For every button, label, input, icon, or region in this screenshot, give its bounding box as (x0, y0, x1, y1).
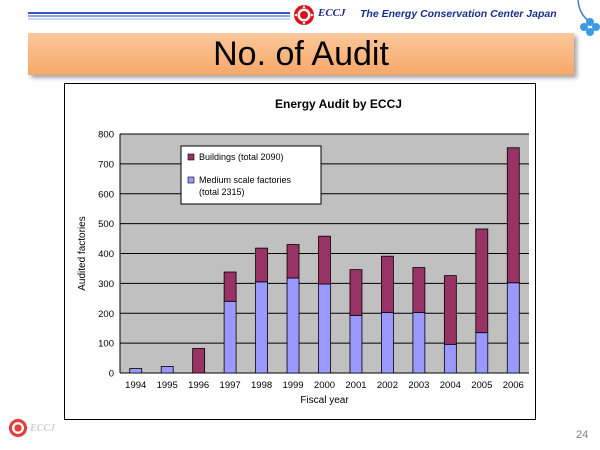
legend-swatch-buildings (187, 153, 195, 161)
legend-box (180, 145, 322, 205)
chart-svg: Energy Audit by ECCJ 0 100 200 300 400 500 600 7… (77, 97, 529, 406)
slide-title: No. of Audit (28, 33, 574, 75)
x-tick-label: 1996 (188, 380, 209, 391)
legend-swatch-factories (187, 176, 195, 184)
x-tick-label: 2004 (440, 380, 461, 391)
bar-factories (318, 283, 331, 374)
x-tick-label: 2003 (408, 380, 429, 391)
header-org-name: The Energy Conservation Center Japan (360, 8, 557, 20)
legend-label-factories: Medium scale factories (199, 175, 292, 185)
clover-icon (577, 0, 600, 36)
x-tick-label: 1998 (251, 380, 272, 391)
eccj-logo-icon (294, 5, 314, 25)
footer-logo-icon (8, 418, 28, 438)
y-tick-label: 100 (98, 339, 114, 350)
bar-factories (443, 343, 457, 374)
y-tick-label: 500 (98, 219, 114, 230)
bar-buildings (318, 235, 331, 285)
bar-buildings (255, 247, 268, 283)
bar-factories (286, 277, 300, 374)
bar-buildings (443, 275, 457, 345)
bar-factories (160, 366, 174, 374)
bar-buildings (475, 228, 489, 334)
bar-buildings (381, 255, 394, 313)
bar-factories (381, 311, 394, 374)
x-tick-label: 2002 (377, 380, 398, 391)
y-tick-label: 400 (98, 249, 114, 260)
x-tick-label: 1999 (282, 380, 303, 391)
y-axis-label: Audited factories (77, 216, 88, 291)
bar-factories (412, 311, 426, 374)
bar-factories (349, 314, 363, 374)
bar-buildings (223, 271, 237, 302)
bar-factories (223, 300, 237, 374)
footer-brand: ECCJ (30, 423, 56, 434)
x-tick-label: 1995 (157, 380, 178, 391)
bar-factories (506, 282, 520, 374)
x-tick-label: 1994 (125, 380, 146, 391)
bar-buildings (412, 267, 426, 313)
x-tick-label: 2001 (345, 380, 366, 391)
legend-label-buildings: Buildings (total 2090) (199, 152, 284, 162)
x-tick-label: 1997 (220, 380, 241, 391)
bar-buildings (192, 348, 206, 374)
y-tick-label: 200 (98, 309, 114, 320)
x-tick-label: 2006 (503, 380, 524, 391)
page-number: 24 (576, 429, 589, 441)
x-axis-label: Fiscal year (300, 395, 349, 406)
bar-buildings (506, 147, 520, 284)
header-rule (28, 12, 290, 20)
y-tick-label: 0 (109, 369, 114, 380)
header-brand: ECCJ (318, 7, 346, 19)
y-tick-label: 600 (98, 189, 114, 200)
bar-factories (475, 332, 489, 374)
bar-buildings (349, 269, 363, 316)
y-tick-label: 300 (98, 279, 114, 290)
legend-label-factories: (total 2315) (199, 187, 245, 197)
bar-buildings (286, 244, 300, 279)
x-tick-label: 2000 (314, 380, 335, 391)
y-tick-label: 700 (98, 159, 114, 170)
bar-factories (255, 281, 268, 374)
y-tick-label: 800 (98, 130, 114, 141)
bar-factories (129, 368, 143, 374)
chart-frame: Energy Audit by ECCJ 0 100 200 300 400 500 600 7… (64, 83, 536, 420)
chart-title: Energy Audit by ECCJ (275, 97, 402, 111)
x-tick-label: 2005 (471, 380, 492, 391)
